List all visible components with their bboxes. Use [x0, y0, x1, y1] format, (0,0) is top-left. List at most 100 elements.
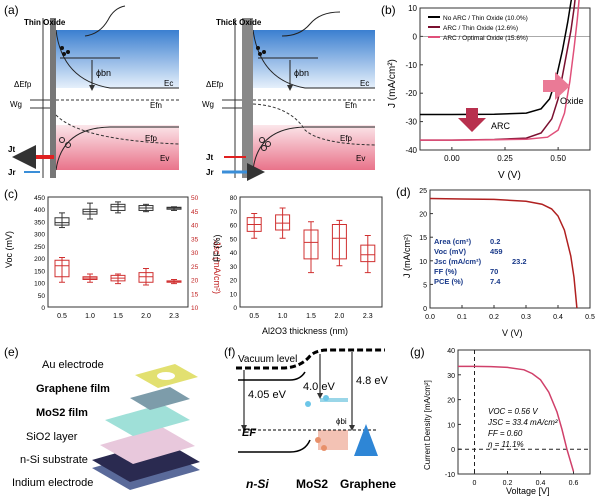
y-tick-label: 350: [34, 219, 45, 226]
si-band: [238, 371, 306, 381]
ylabel-g: Current Density [mA/cm²]: [423, 380, 432, 470]
y-tick-label: 10: [419, 259, 427, 266]
y-tick-label: 0: [233, 305, 237, 312]
y-tick-label: -10: [445, 472, 455, 479]
panel-c: (c) 0.5 1.0 1.5 2.0 2.3050100150200250300350…: [4, 187, 383, 336]
box: [54, 217, 70, 226]
left-ec-band: [56, 30, 179, 88]
x-tick-label: 0.0: [425, 314, 435, 321]
left-electron-3: [62, 52, 66, 56]
box: [275, 214, 291, 231]
y2-tick-label: 45: [191, 209, 199, 216]
series-line-0: [420, 0, 573, 116]
legend-b: No ARC / Thin Oxide (10.0%) ARC / Thin Ox…: [428, 15, 528, 42]
box: [54, 259, 70, 278]
plot-frame-d: [429, 189, 591, 309]
right-phi-label: ϕbn: [294, 68, 309, 78]
right-efp: [252, 103, 376, 146]
y-tick-label: 20: [447, 398, 455, 405]
param-line: FF = 0.60: [488, 429, 523, 438]
left-efp: [55, 114, 180, 145]
y-tick-label: 250: [34, 244, 45, 251]
ylabel-b: J (mA/cm²): [387, 59, 398, 108]
legend-label: ARC / Thin Oxide (12.6%): [443, 25, 518, 32]
vacuum-label: Vacuum level: [238, 354, 297, 365]
y-tick-label: 300: [34, 232, 45, 239]
param-key: Area (cm²): [434, 237, 472, 246]
panel-label-f: (f): [224, 345, 235, 359]
right-jr-label: Jr: [206, 168, 214, 177]
left-electron-2: [66, 50, 70, 54]
xlabel-g: Voltage [V]: [506, 486, 550, 496]
left-ec-label: Ec: [164, 79, 173, 88]
right-oxide: [242, 18, 253, 178]
box: [303, 229, 319, 260]
x-tick-label: 2.0: [141, 313, 151, 320]
energy-40: 4.0 eV: [303, 381, 335, 393]
layer-graphene: [130, 387, 190, 410]
y-tick-label: 50: [38, 293, 46, 300]
y-tick-label: 10: [408, 4, 417, 13]
legend-label: No ARC / Thin Oxide (10.0%): [443, 15, 528, 22]
y-tick-label: 30: [447, 373, 455, 380]
layer-label-indium: Indium electrode: [12, 477, 93, 489]
param-line: η = 11.1%: [488, 440, 524, 449]
material-mos2: MoS2: [296, 477, 328, 491]
y2-tick-label: 25: [191, 264, 199, 271]
y-tick-label: 5: [423, 282, 427, 289]
y-tick-label: 0: [423, 306, 427, 313]
axes-b: 0.00 0.25 0.50 10 0 -10 -20 -30 -40: [405, 4, 590, 163]
left-efn-label: Efn: [150, 101, 162, 110]
left-hole-1: [59, 137, 65, 143]
vacuum-level: [236, 348, 385, 370]
left-oxide: [50, 18, 56, 178]
graphene-cone: [354, 424, 378, 456]
arc-arrow: [458, 108, 486, 132]
y-tick-label: 0: [451, 447, 455, 454]
y-tick-label: 30: [230, 264, 238, 271]
x-tick-label: 2.0: [335, 313, 345, 320]
hole-f-1: [315, 437, 321, 443]
y2-tick-label: 40: [191, 223, 199, 230]
param-key: PCE (%): [434, 277, 464, 286]
x-tick-label: 0.3: [521, 314, 531, 321]
left-ev-label: Ev: [160, 154, 169, 163]
xlabel-d: V (V): [502, 328, 523, 338]
mos2-valence: [318, 430, 348, 450]
right-defp-label: ΔEfp: [206, 80, 224, 89]
panel-label-e: (e): [4, 345, 19, 359]
y-tick-label: 50: [230, 236, 238, 243]
y-tick-label: 15: [419, 235, 427, 242]
y2-tick-label: 35: [191, 236, 199, 243]
panel-label-d: (d): [396, 185, 411, 199]
series-b: [420, 0, 580, 141]
y-tick-label: 20: [230, 278, 238, 285]
boxplot-c-left: 0.5 1.0 1.5 2.0 2.3 0 50 100 150 200 250 300 350 400 4…: [34, 195, 198, 320]
box: [360, 244, 376, 263]
panel-label-g: (g): [410, 345, 425, 359]
box: [331, 224, 347, 260]
oxide-arrow: [543, 72, 570, 100]
y-tick-label: 70: [230, 209, 238, 216]
right-ec-curve: [252, 29, 375, 89]
left-jr-label: Jr: [8, 168, 16, 177]
x-tick-label: 0.25: [497, 154, 513, 163]
material-nsi: n-Si: [246, 477, 269, 491]
y-tick-label: 0: [413, 32, 418, 41]
right-ev-label: Ev: [356, 154, 365, 163]
right-efp-label: Efp: [340, 134, 353, 143]
left-electron-1: [60, 46, 64, 50]
left-ec-curve: [55, 29, 179, 89]
param-value: 70: [490, 267, 498, 276]
y2-tick-label: 20: [191, 278, 199, 285]
x-tick-label: 0.50: [550, 154, 566, 163]
y-tick-label: -10: [405, 61, 417, 70]
layer-label-si: n-Si substrate: [20, 454, 88, 466]
y2-tick-label: 50: [191, 195, 199, 202]
x-tick-label: 0.4: [553, 314, 563, 321]
panel-label-a: (a): [4, 3, 19, 17]
left-efp-label: Efp: [145, 134, 158, 143]
right-efn-label: Efn: [345, 101, 357, 110]
layer-label-graphene: Graphene film: [36, 383, 110, 395]
x-tick-label: 0: [473, 480, 477, 487]
